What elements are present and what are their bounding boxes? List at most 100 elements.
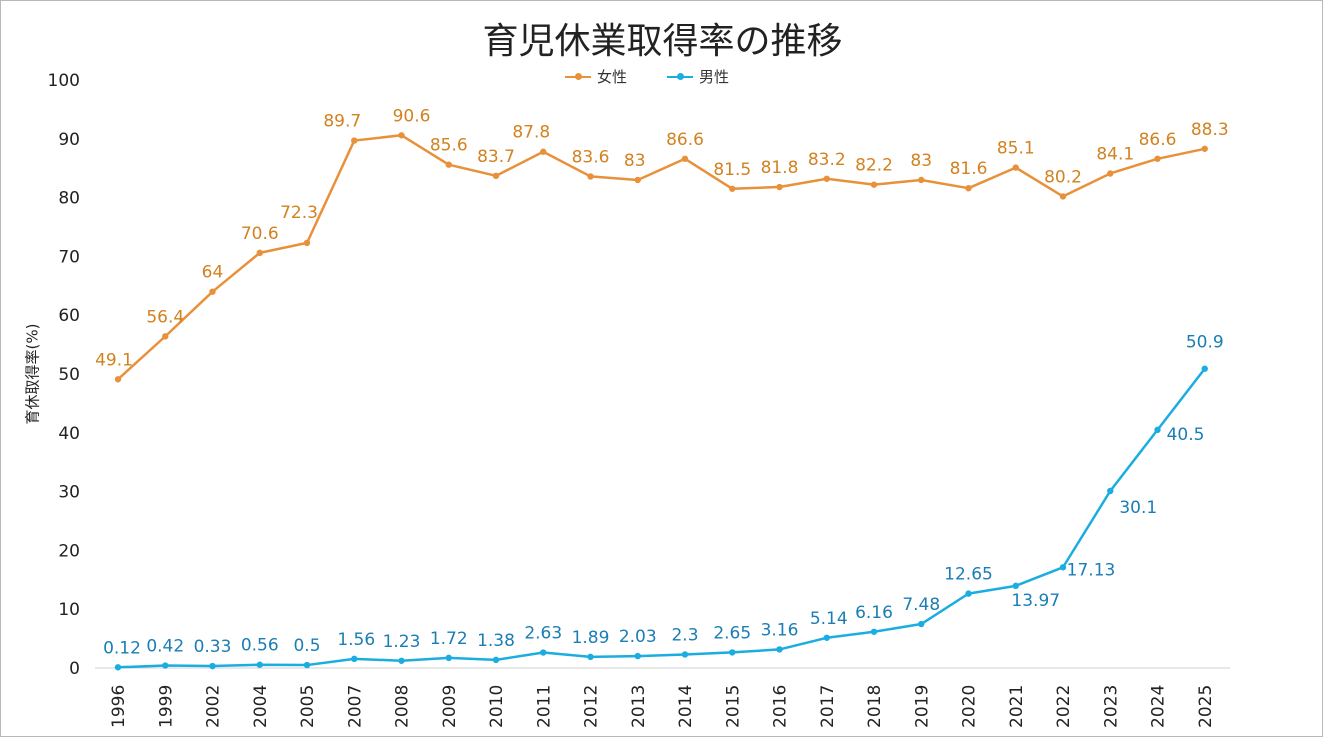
data-point-male [351, 655, 358, 663]
x-tick-label: 2013 [629, 685, 649, 728]
x-tick-label: 2023 [1101, 685, 1121, 728]
x-tick-label: 2017 [818, 685, 838, 728]
data-point-male [776, 646, 783, 653]
data-point-male [540, 649, 547, 656]
data-point-male [870, 628, 878, 635]
x-tick-label: 2010 [487, 685, 507, 728]
data-label-female: 56.4 [146, 307, 184, 327]
data-point-female [634, 176, 641, 184]
data-point-male [209, 662, 216, 670]
data-point-male [1012, 582, 1019, 590]
x-tick-label: 2020 [960, 685, 980, 728]
data-label-female: 85.1 [997, 139, 1035, 159]
data-point-male [1059, 564, 1067, 571]
data-label-male: 13.97 [1011, 591, 1060, 611]
legend-swatch-male [667, 72, 694, 80]
data-point-female [1154, 155, 1161, 162]
data-label-female: 82.2 [855, 156, 893, 176]
data-label-male: 0.12 [103, 638, 141, 658]
x-tick-label: 2015 [723, 685, 743, 728]
x-tick-label: 2014 [676, 685, 696, 728]
data-point-female [492, 172, 500, 180]
x-tick-label: 2024 [1149, 685, 1169, 728]
data-label-female: 49.1 [95, 350, 133, 370]
data-label-female: 83.7 [477, 147, 515, 167]
series-line-male [117, 367, 1206, 669]
x-tick-label: 2021 [1007, 685, 1027, 728]
data-point-male [681, 651, 689, 658]
data-label-female: 86.6 [1139, 130, 1177, 150]
data-point-male [823, 634, 830, 641]
y-tick-label: 80 [58, 189, 80, 209]
data-point-male [729, 649, 736, 656]
data-point-female [398, 132, 405, 139]
data-label-female: 81.6 [950, 159, 988, 179]
data-label-male: 7.48 [902, 595, 940, 615]
data-point-female [965, 184, 972, 192]
y-tick-label: 40 [58, 424, 80, 444]
y-tick-label: 10 [58, 600, 80, 620]
data-point-male [1107, 487, 1114, 495]
data-label-male: 1.38 [477, 631, 515, 651]
x-tick-label: 2018 [865, 685, 885, 728]
y-tick-label: 100 [48, 71, 80, 91]
y-tick-label: 20 [58, 541, 80, 561]
data-point-male [445, 654, 452, 662]
data-point-male [587, 653, 594, 661]
data-label-female: 83.2 [808, 150, 846, 170]
data-label-female: 89.7 [323, 112, 361, 132]
x-tick-label: 2016 [771, 685, 791, 728]
data-point-female [256, 249, 263, 257]
legend-label-female: 女性 [597, 68, 628, 86]
data-point-male [1201, 365, 1208, 372]
data-label-male: 12.65 [944, 565, 993, 585]
data-point-male [114, 664, 122, 671]
data-label-male: 0.56 [241, 636, 279, 656]
data-label-female: 80.2 [1044, 167, 1082, 187]
legend-swatch-female [565, 72, 591, 80]
x-tick-label: 2025 [1196, 685, 1216, 728]
data-label-female: 81.8 [761, 158, 799, 178]
data-point-female [823, 175, 830, 182]
legend-item-male[interactable]: 男性 [667, 66, 729, 87]
data-label-female: 81.5 [713, 160, 751, 180]
data-label-male: 0.42 [146, 637, 184, 657]
data-label-male: 30.1 [1119, 498, 1157, 518]
data-label-female: 83 [624, 151, 646, 171]
y-tick-label: 90 [58, 130, 80, 150]
data-label-male: 1.89 [572, 628, 610, 648]
data-point-female [918, 176, 925, 184]
x-tick-label: 2009 [440, 685, 460, 728]
data-label-male: 1.72 [430, 629, 468, 649]
data-label-male: 6.16 [855, 603, 893, 623]
data-point-female [1012, 164, 1019, 171]
chart-title: 育児休業取得率の推移 [482, 21, 843, 62]
data-label-male: 1.23 [383, 632, 421, 652]
data-point-male [162, 662, 169, 669]
data-label-male: 40.5 [1167, 425, 1205, 445]
data-label-male: 2.03 [619, 627, 657, 647]
data-point-male [303, 661, 311, 669]
data-point-male [918, 620, 925, 628]
y-tick-label: 60 [58, 306, 80, 326]
data-label-female: 83.6 [572, 147, 610, 167]
data-label-male: 17.13 [1067, 560, 1116, 580]
x-tick-label: 2011 [534, 685, 554, 728]
legend-item-female[interactable]: 女性 [565, 66, 627, 87]
x-tick-label: 2002 [204, 685, 224, 728]
data-point-female [540, 148, 547, 155]
legend: 女性 男性 [565, 66, 729, 87]
data-point-male [398, 657, 405, 664]
data-label-female: 85.6 [430, 136, 468, 156]
x-tick-label: 2004 [251, 685, 271, 728]
data-point-female [303, 239, 311, 247]
data-point-female [1201, 145, 1208, 152]
data-point-female [776, 183, 783, 191]
data-point-female [1107, 170, 1114, 177]
data-point-female [1059, 193, 1067, 200]
data-point-male [965, 590, 972, 597]
data-point-female [681, 155, 689, 162]
legend-label-male: 男性 [699, 68, 730, 86]
y-tick-label: 0 [69, 659, 80, 679]
x-tick-label: 2007 [345, 685, 365, 728]
